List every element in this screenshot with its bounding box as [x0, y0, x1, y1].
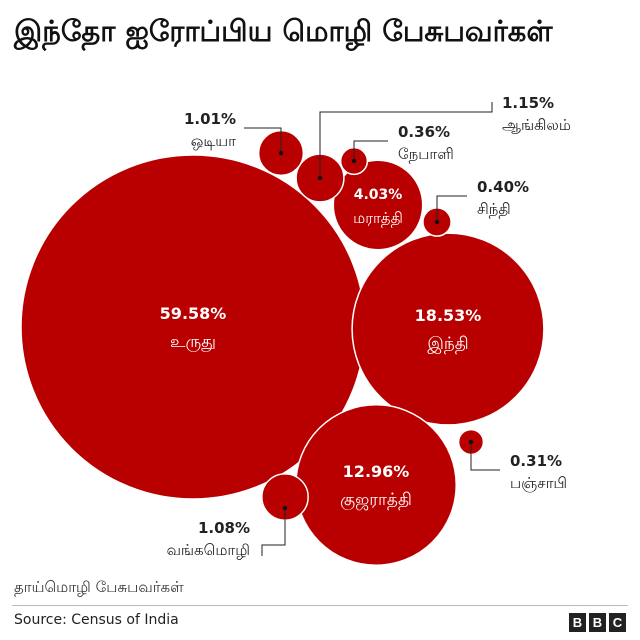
data-label-value: 59.58% — [160, 304, 227, 323]
leader-line — [353, 140, 388, 161]
footer-divider — [12, 605, 628, 606]
data-label-value: 1.01% — [184, 110, 236, 128]
data-label-name: நேபாளி — [398, 145, 454, 163]
chart-title: இந்தோ ஐரோப்பிய மொழி பேசுபவர்கள் — [14, 14, 553, 48]
leader-line — [261, 508, 286, 556]
bbc-logo-letter: B — [589, 613, 606, 632]
data-label-value: 0.36% — [398, 123, 450, 141]
data-label-value: 12.96% — [343, 462, 410, 481]
bubble — [351, 232, 545, 426]
leader-dot — [278, 150, 284, 156]
bubble — [295, 404, 457, 566]
data-label-value: 0.40% — [477, 178, 529, 196]
data-label-name: குஜராத்தி — [340, 490, 412, 511]
bubble — [332, 159, 424, 251]
leader-dot — [351, 158, 357, 164]
leader-line — [244, 127, 282, 153]
data-label-value: 4.03% — [354, 187, 403, 203]
data-label-name: சிந்தி — [477, 200, 511, 218]
bbc-logo-letter: B — [569, 613, 586, 632]
leader-dot — [282, 505, 288, 511]
data-label-value: 0.31% — [510, 452, 562, 470]
data-label-name: வங்கமொழி — [167, 541, 250, 559]
data-label-name: ஒடியா — [191, 132, 236, 150]
leader-line — [436, 195, 467, 222]
data-label-name: இந்தி — [427, 334, 468, 354]
data-label-name: உருது — [170, 332, 216, 352]
source-note: Source: Census of India — [14, 612, 179, 628]
leader-dot — [468, 439, 474, 445]
data-label-name: மராத்தி — [353, 209, 403, 227]
chart-subtitle: தாய்மொழி பேசுபவர்கள் — [14, 578, 184, 596]
leader-dot — [317, 175, 323, 181]
data-label-value: 1.15% — [502, 94, 554, 112]
bbc-logo-letter: C — [609, 613, 626, 632]
leader-line — [319, 102, 493, 178]
data-label-value: 18.53% — [415, 306, 482, 325]
leader-line — [470, 442, 500, 471]
data-label-value: 1.08% — [198, 519, 250, 537]
data-label-name: பஞ்சாபி — [510, 474, 567, 492]
data-label-name: ஆங்கிலம் — [502, 116, 571, 134]
leader-dot — [434, 219, 440, 225]
bbc-logo: B B C — [569, 613, 626, 632]
